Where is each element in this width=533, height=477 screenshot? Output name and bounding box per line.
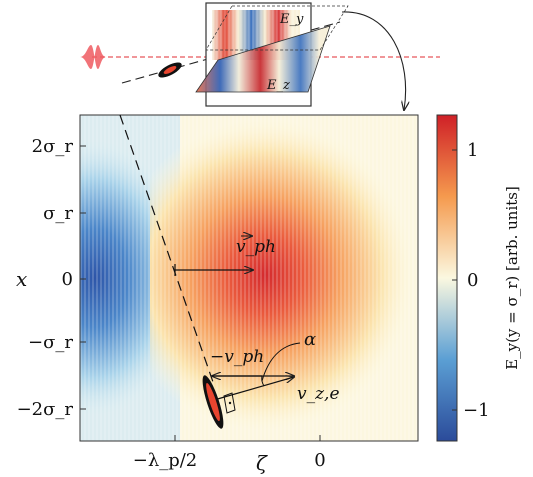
y-tick-2sigma: 2σ_r bbox=[32, 136, 74, 157]
colorbar-tick-0: 0 bbox=[467, 270, 478, 291]
inset-ey-label: E_y bbox=[279, 12, 304, 27]
x-axis: −λ_p/2 0 ζ bbox=[133, 435, 326, 475]
electron-z-velocity-arrow bbox=[213, 377, 294, 401]
minus-phase-velocity-label: −v_ph bbox=[210, 347, 264, 367]
alpha-angle-arc bbox=[261, 375, 265, 387]
right-angle-marker bbox=[223, 392, 236, 414]
y-axis-title: x bbox=[16, 267, 27, 291]
x-axis-title: ζ bbox=[256, 451, 268, 475]
colorbar-title: E_y(y = σ_r) [arb. units] bbox=[503, 186, 521, 370]
x-tick-minus-half-lambda: −λ_p/2 bbox=[133, 450, 198, 471]
y-tick-minus-2sigma: −2σ_r bbox=[17, 399, 74, 420]
colorbar-gradient bbox=[436, 114, 458, 442]
alpha-label: α bbox=[304, 329, 316, 350]
inset-schematic: E_y E_z bbox=[80, 2, 440, 110]
inset-ez-label: E_z bbox=[266, 78, 290, 93]
electron-bunch-icon bbox=[202, 375, 224, 429]
y-tick-zero: 0 bbox=[62, 269, 73, 290]
electron-velocity-label: v_z,e bbox=[297, 384, 340, 404]
laser-pulse-icon bbox=[80, 45, 106, 69]
phase-velocity-label: v_ph bbox=[236, 237, 276, 257]
x-tick-zero: 0 bbox=[314, 450, 325, 471]
inset-connector-arrow bbox=[341, 11, 406, 110]
plot-frame bbox=[79, 114, 419, 442]
colorbar-tick-1: 1 bbox=[467, 140, 478, 161]
field-map bbox=[80, 115, 418, 441]
y-tick-sigma: σ_r bbox=[43, 203, 73, 224]
colorbar-tick-minus-1: −1 bbox=[463, 400, 490, 421]
inset-electron-bunch-icon bbox=[158, 62, 182, 78]
colorbar: 1 0 −1 E_y(y = σ_r) [arb. units] bbox=[436, 114, 521, 442]
y-tick-minus-sigma: −σ_r bbox=[28, 332, 73, 353]
alpha-leader bbox=[261, 342, 301, 382]
inset-ez-plane bbox=[196, 26, 330, 92]
y-axis: 2σ_r σ_r 0 −σ_r −2σ_r x bbox=[16, 136, 86, 420]
